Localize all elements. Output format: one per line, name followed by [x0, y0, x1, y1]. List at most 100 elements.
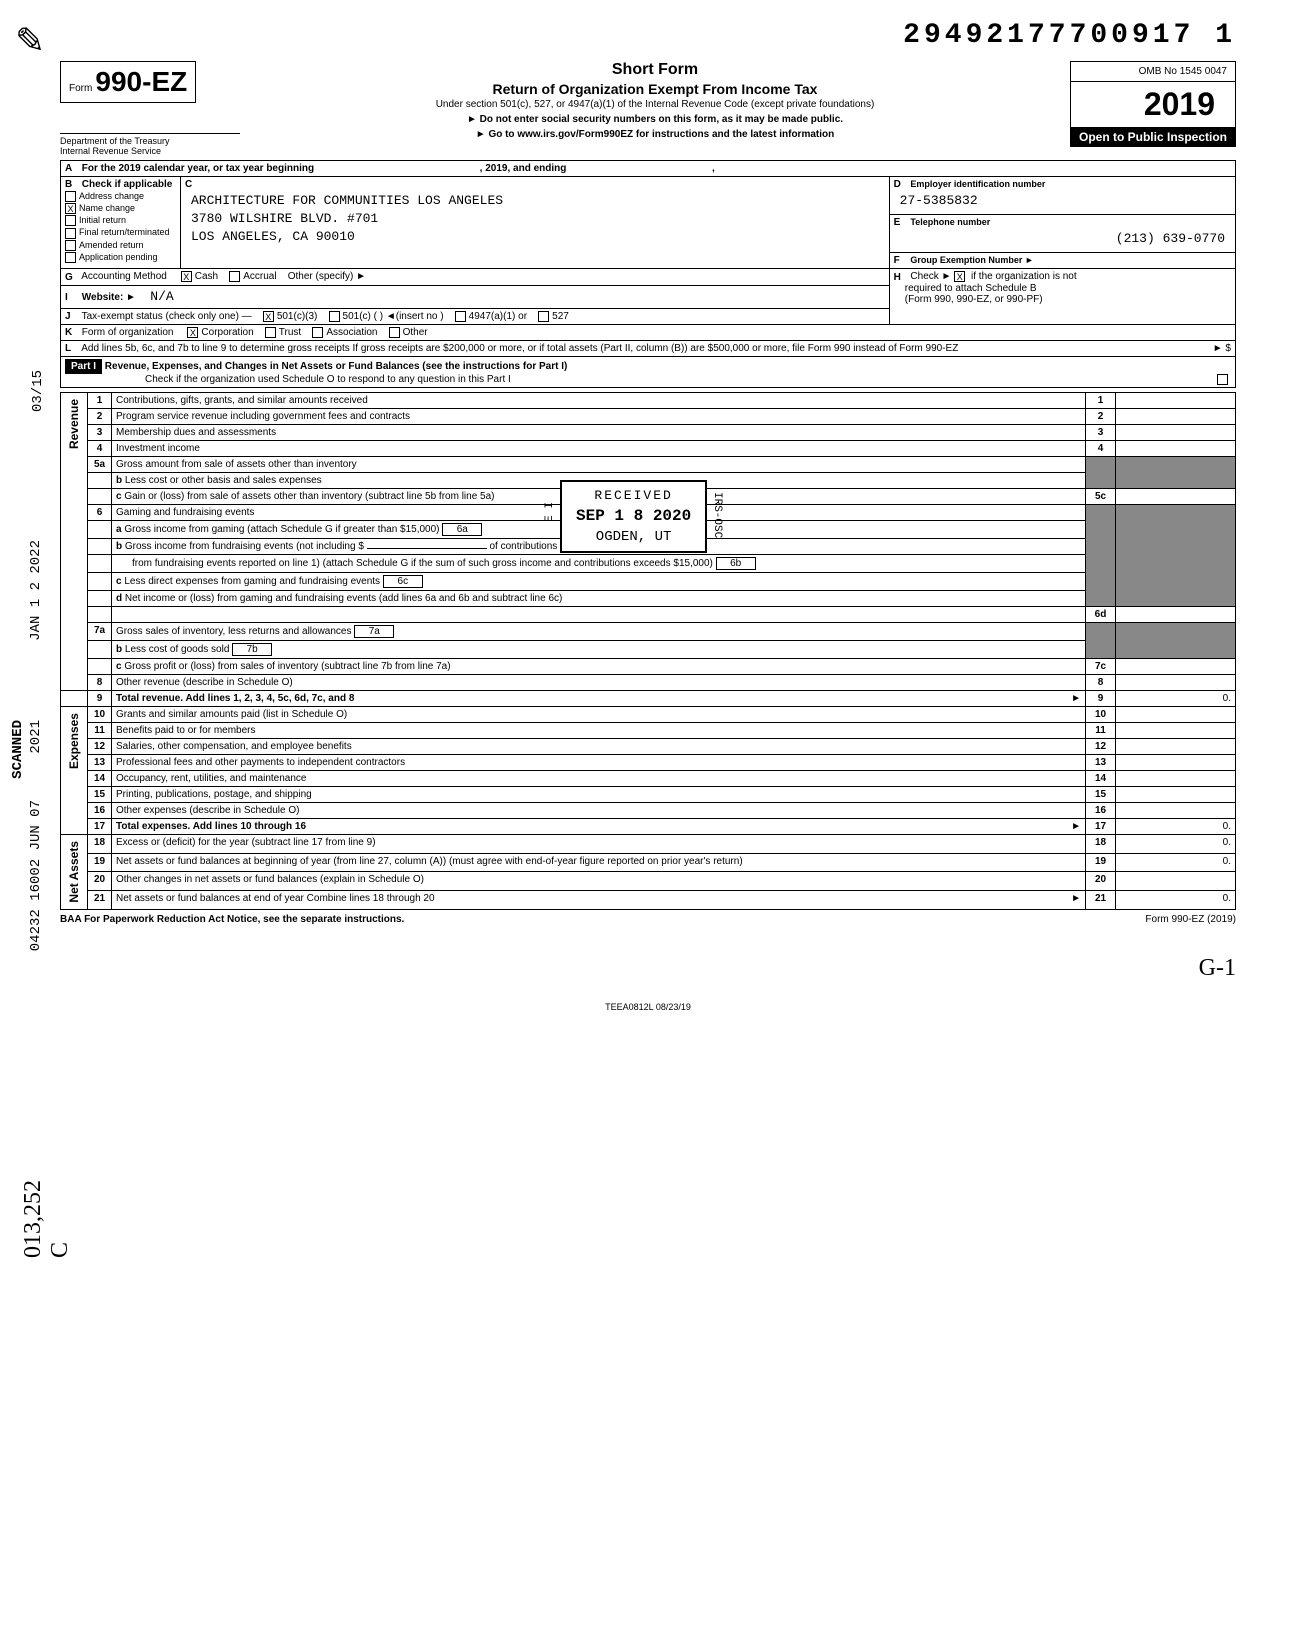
row-d-header: Employer identification number	[910, 179, 1045, 189]
checkbox-initial-return[interactable]	[65, 215, 76, 226]
label-other-method: Other (specify) ►	[288, 272, 366, 283]
checkbox-501c3[interactable]: X	[263, 311, 274, 322]
row-a-text: For the 2019 calendar year, or tax year …	[82, 163, 314, 174]
line-5c-pre: c	[116, 491, 122, 502]
box-6c: 6c	[383, 575, 423, 588]
handwriting-side-5: 04232 16002 JUN 07	[28, 800, 44, 951]
row-l-arrow: ► $	[1213, 343, 1231, 354]
handwriting-bottom: 013,252 C	[20, 1180, 74, 1258]
part-1-label: Part I	[65, 359, 102, 374]
line-16: Other expenses (describe in Schedule O)	[112, 802, 1086, 818]
label-name-change: Name change	[79, 203, 135, 213]
section-f: F Group Exemption Number ►	[889, 253, 1235, 269]
checkbox-address-change[interactable]	[65, 191, 76, 202]
checkbox-corporation[interactable]: X	[187, 327, 198, 338]
row-h-text3: required to attach Schedule B	[905, 283, 1037, 294]
label-corporation: Corporation	[201, 327, 253, 338]
line-20: Other changes in net assets or fund bala…	[112, 872, 1086, 891]
label-527: 527	[552, 311, 569, 322]
line-1: Contributions, gifts, grants, and simila…	[112, 392, 1086, 408]
line-6b-pre: b	[116, 541, 122, 552]
line-6b3: from fundraising events reported on line…	[132, 558, 713, 569]
line-13: Professional fees and other payments to …	[112, 754, 1086, 770]
label-final-return: Final return/terminated	[79, 227, 170, 237]
line-21: Net assets or fund balances at end of ye…	[116, 893, 435, 904]
section-b: B Check if applicable Address change XNa…	[61, 177, 181, 269]
warning-1: ► Do not enter social security numbers o…	[260, 114, 1050, 125]
label-other-org: Other	[403, 327, 428, 338]
checkbox-trust[interactable]	[265, 327, 276, 338]
section-k: K Form of organization XCorporation Trus…	[61, 324, 1236, 340]
checkbox-association[interactable]	[312, 327, 323, 338]
label-501c3: 501(c)(3)	[277, 311, 318, 322]
label-amended-return: Amended return	[79, 240, 144, 250]
row-j-label: J	[65, 311, 79, 322]
checkbox-schedule-o[interactable]	[1217, 374, 1228, 385]
line-10: Grants and similar amounts paid (list in…	[112, 706, 1086, 722]
checkbox-accrual[interactable]	[229, 271, 240, 282]
org-name: ARCHITECTURE FOR COMMUNITIES LOS ANGELES	[191, 192, 879, 210]
website-value: N/A	[144, 287, 179, 306]
checkbox-schedule-b[interactable]: X	[954, 271, 965, 282]
line-5b-pre: b	[116, 475, 122, 486]
line-6b2: of contributions	[489, 541, 557, 552]
row-h-text2: if the organization is not	[971, 272, 1077, 283]
row-f-header: Group Exemption Number ►	[910, 255, 1033, 265]
section-c: C ARCHITECTURE FOR COMMUNITIES LOS ANGEL…	[181, 177, 890, 269]
line-12: Salaries, other compensation, and employ…	[112, 738, 1086, 754]
line-4: Investment income	[112, 440, 1086, 456]
part-1-title: Revenue, Expenses, and Changes in Net As…	[105, 361, 568, 372]
line-19: Net assets or fund balances at beginning…	[112, 853, 1086, 872]
row-b-label: B	[65, 179, 79, 190]
line-7b: Less cost of goods sold	[125, 644, 230, 655]
amount-17: 0.	[1116, 818, 1236, 834]
amount-9: 0.	[1116, 690, 1236, 706]
stamp-ei: E I	[544, 502, 556, 522]
received-stamp: RECEIVED SEP 1 8 2020 OGDEN, UT E I IRS-…	[560, 480, 707, 553]
checkbox-name-change[interactable]: X	[65, 203, 76, 214]
handwriting-side-2: JAN 1 2 2022	[28, 540, 44, 641]
lines-table: Revenue 1Contributions, gifts, grants, a…	[60, 392, 1236, 910]
line-5a: Gross amount from sale of assets other t…	[112, 456, 1086, 472]
line-3: Membership dues and assessments	[112, 424, 1086, 440]
checkbox-501c[interactable]	[329, 311, 340, 322]
line-11: Benefits paid to or for members	[112, 722, 1086, 738]
title-short: Short Form	[260, 61, 1050, 79]
label-application-pending: Application pending	[79, 252, 158, 262]
title-main: Return of Organization Exempt From Incom…	[260, 81, 1050, 97]
checkbox-cash[interactable]: X	[181, 271, 192, 282]
checkbox-amended-return[interactable]	[65, 240, 76, 251]
inspection-label: Open to Public Inspection	[1070, 128, 1236, 147]
row-f-label: F	[894, 255, 908, 266]
label-501c: 501(c) ( ) ◄(insert no )	[343, 311, 444, 322]
row-h-text1: Check ►	[910, 272, 951, 283]
warning-2: ► Go to www.irs.gov/Form990EZ for instru…	[260, 129, 1050, 140]
amount-18: 0.	[1116, 834, 1236, 853]
line-6a-pre: a	[116, 524, 122, 535]
line-18: Excess or (deficit) for the year (subtra…	[112, 834, 1086, 853]
checkbox-527[interactable]	[538, 311, 549, 322]
section-d: D Employer identification number 27-5385…	[889, 177, 1235, 215]
dept-line: Department of the Treasury Internal Reve…	[60, 133, 240, 156]
row-k-label: K	[65, 327, 79, 338]
section-j: J Tax-exempt status (check only one) — X…	[61, 308, 890, 324]
checkbox-application-pending[interactable]	[65, 252, 76, 263]
row-e-header: Telephone number	[910, 217, 990, 227]
form-number: 990-EZ	[95, 66, 187, 97]
stamp-irs: IRS-OSC	[711, 492, 723, 538]
row-g-text: Accounting Method	[81, 272, 167, 283]
row-e-label: E	[894, 217, 908, 228]
checkbox-final-return[interactable]	[65, 228, 76, 239]
row-a-label: A	[65, 163, 79, 174]
row-h-text4: (Form 990, 990-EZ, or 990-PF)	[905, 294, 1043, 305]
row-l-label: L	[65, 343, 79, 354]
line-9: Total revenue. Add lines 1, 2, 3, 4, 5c,…	[116, 693, 354, 704]
label-initial-return: Initial return	[79, 215, 126, 225]
section-g: G Accounting Method XCash Accrual Other …	[61, 269, 890, 285]
title-block: Short Form Return of Organization Exempt…	[240, 61, 1070, 144]
checkbox-other-org[interactable]	[389, 327, 400, 338]
row-b-header: Check if applicable	[82, 179, 173, 190]
checkbox-4947[interactable]	[455, 311, 466, 322]
omb-number: OMB No 1545 0047	[1070, 61, 1236, 82]
form-prefix: Form	[69, 83, 92, 94]
